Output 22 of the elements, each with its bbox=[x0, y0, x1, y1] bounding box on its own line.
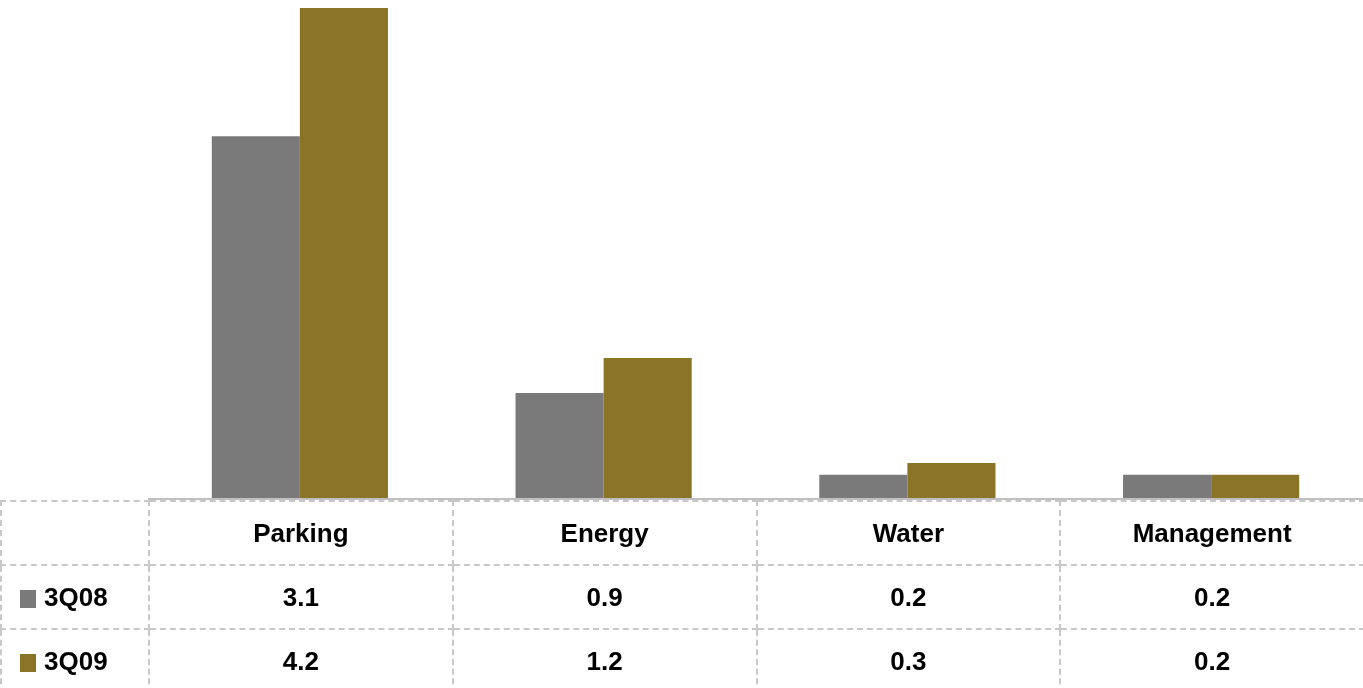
x-tick-label: Parking bbox=[149, 501, 453, 565]
bar bbox=[299, 8, 388, 498]
legend-label: 3Q08 bbox=[44, 581, 108, 612]
data-label: 1.2 bbox=[452, 629, 757, 688]
data-label: 0.2 bbox=[1060, 565, 1363, 629]
legend-label: 3Q09 bbox=[44, 645, 108, 676]
x-tick-label: Water bbox=[756, 501, 1061, 565]
data-label: 4.2 bbox=[149, 629, 453, 688]
x-tick-label: Management bbox=[1060, 501, 1363, 565]
bar bbox=[515, 393, 604, 498]
data-label: 0.2 bbox=[756, 565, 1061, 629]
data-label: 3.1 bbox=[149, 565, 453, 629]
bar bbox=[1123, 474, 1212, 498]
data-label: 0.9 bbox=[452, 565, 757, 629]
bar bbox=[1211, 474, 1300, 498]
bar bbox=[603, 358, 692, 498]
data-label: 0.2 bbox=[1060, 629, 1363, 688]
bar bbox=[211, 136, 300, 498]
bar bbox=[819, 474, 908, 498]
bar bbox=[907, 463, 996, 498]
data-label: 0.3 bbox=[756, 629, 1061, 688]
x-tick-label: Energy bbox=[452, 501, 757, 565]
